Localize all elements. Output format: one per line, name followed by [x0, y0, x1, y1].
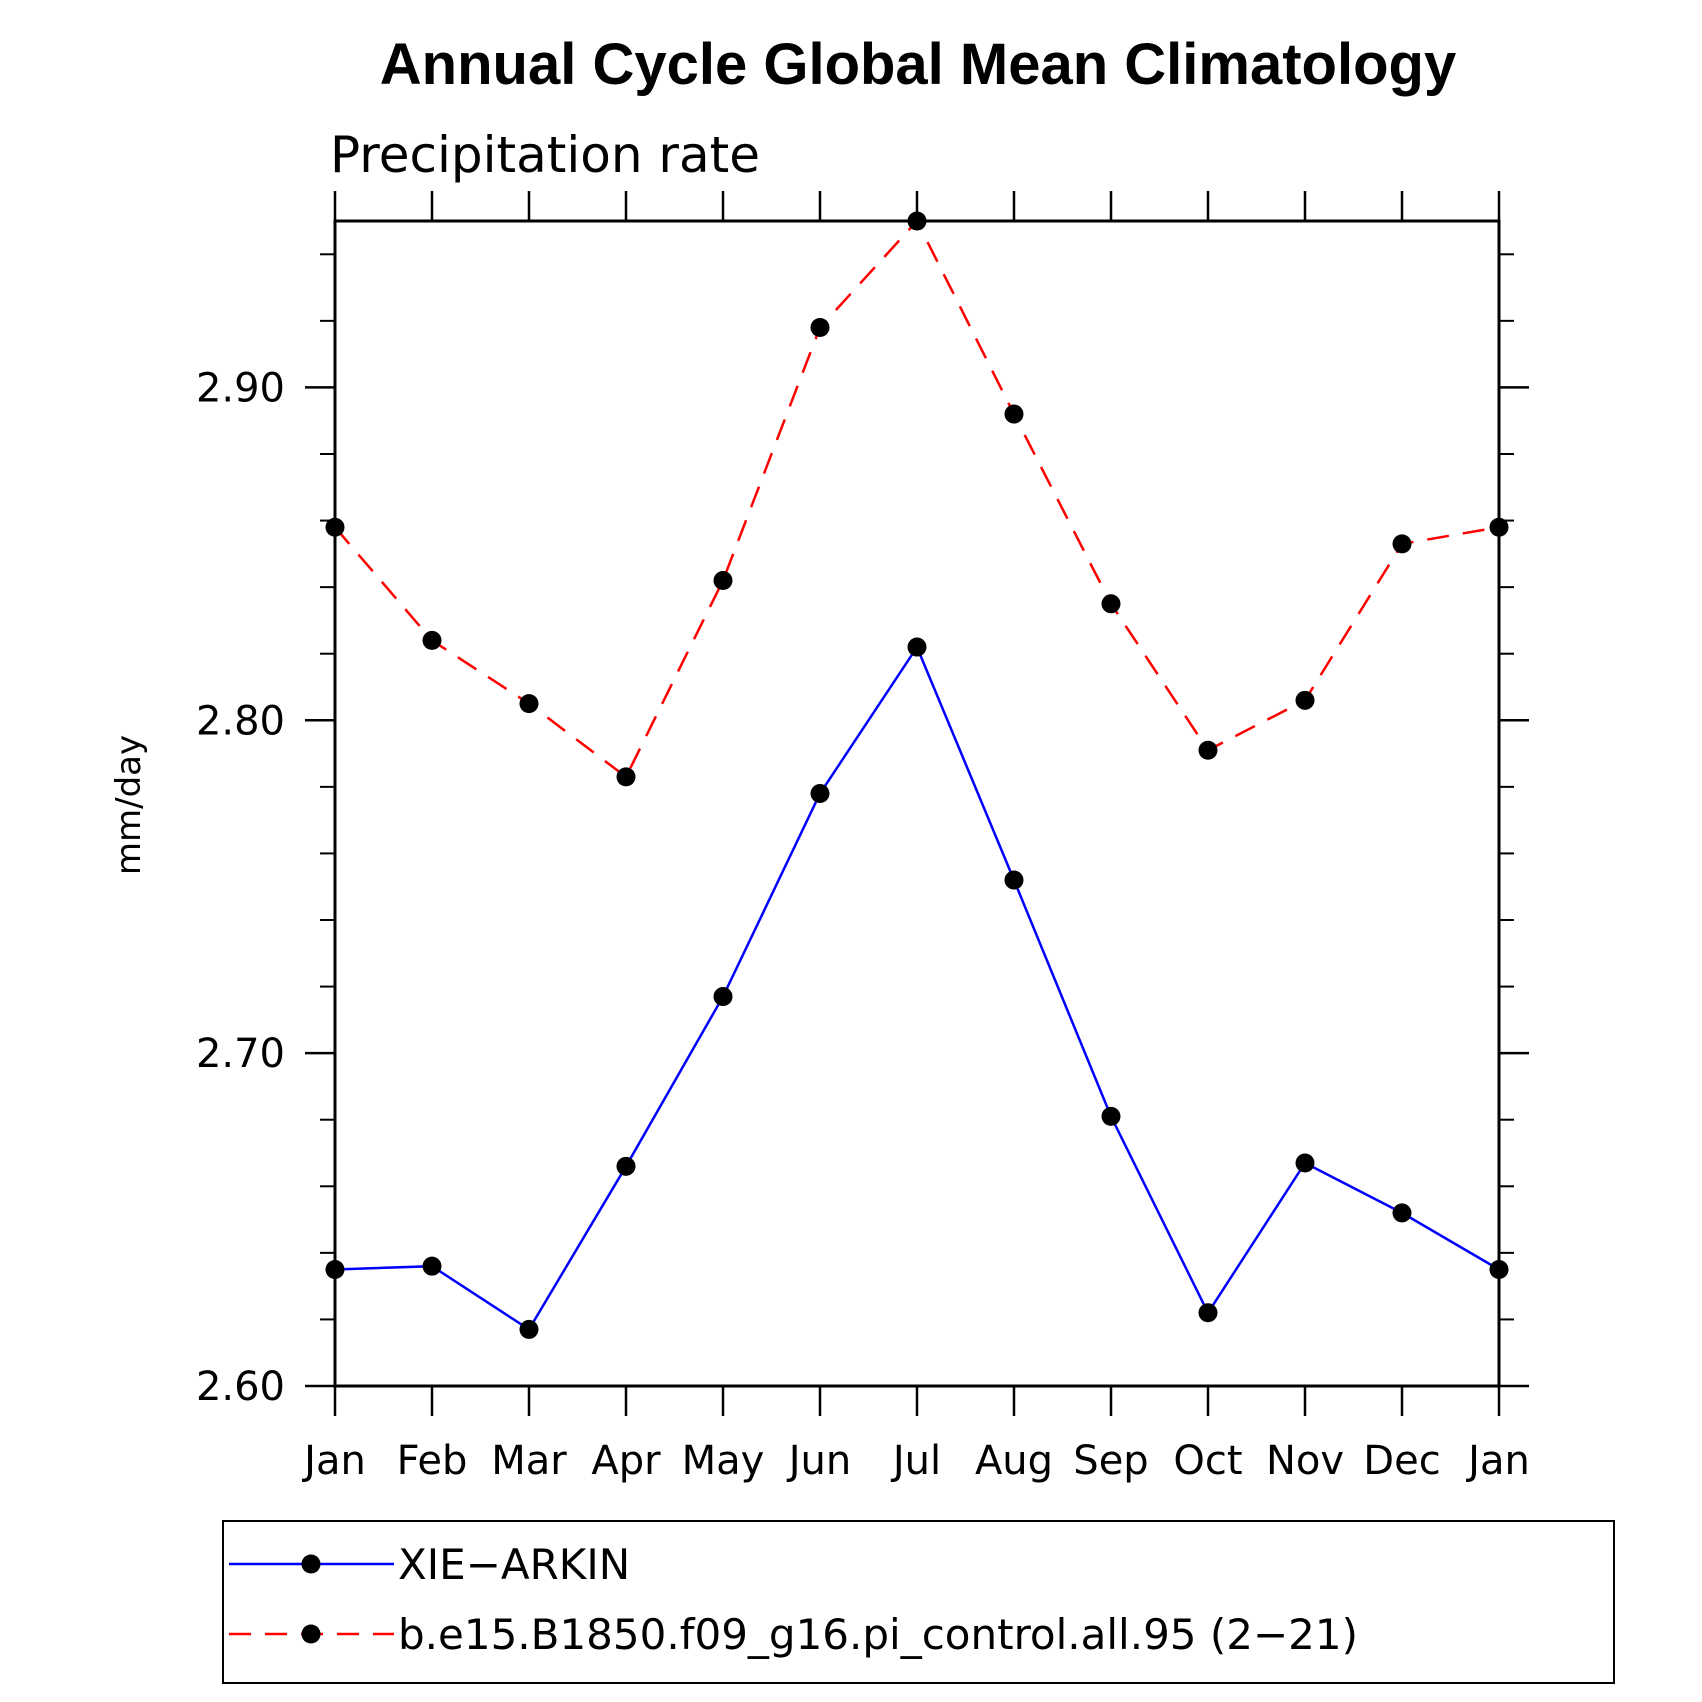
x-tick-label: Mar	[491, 1438, 567, 1484]
legend-marker-series-1	[301, 1554, 321, 1574]
x-tick-label: Feb	[397, 1438, 468, 1484]
axis-ticks	[305, 191, 1529, 1416]
series-2-point	[1198, 740, 1218, 760]
series-1-point	[1198, 1303, 1218, 1323]
series-2-point	[616, 767, 636, 787]
x-tick-label: Sep	[1073, 1438, 1148, 1484]
y-tick-label: 2.90	[196, 365, 285, 411]
chart-title: Annual Cycle Global Mean Climatology	[380, 32, 1456, 97]
series-1-point	[1392, 1203, 1412, 1223]
series-1-point	[1295, 1153, 1315, 1173]
series-line-2	[334, 218, 1500, 779]
series-2-point	[907, 211, 927, 231]
series-2-point	[325, 517, 345, 537]
series-2-point	[810, 318, 830, 338]
x-tick-labels: Jan Feb Mar Apr May Jun Jul Aug Sep Oct Nov Dec Jan	[301, 1438, 1530, 1484]
series-2-point	[1004, 404, 1024, 424]
x-tick-label: Jan	[301, 1438, 366, 1484]
series-2-point	[1392, 534, 1412, 554]
series-1-point	[907, 637, 927, 657]
x-tick-label: Oct	[1173, 1438, 1242, 1484]
legend-label-series-1: XIE−ARKIN	[398, 1540, 630, 1589]
legend-marker-series-2	[301, 1624, 321, 1644]
x-tick-label: Aug	[975, 1438, 1053, 1484]
x-tick-label: Nov	[1266, 1438, 1344, 1484]
legend: XIE−ARKIN b.e15.B1850.f09_g16.pi_control…	[222, 1520, 1615, 1684]
x-tick-label: Dec	[1363, 1438, 1440, 1484]
x-tick-label: Apr	[591, 1438, 661, 1484]
legend-label-series-2: b.e15.B1850.f09_g16.pi_control.all.95 (2…	[398, 1610, 1358, 1659]
series-1-point	[1489, 1260, 1509, 1279]
y-tick-label: 2.60	[196, 1364, 285, 1410]
x-tick-label: Jan	[1465, 1438, 1530, 1484]
series-1-point	[519, 1319, 539, 1339]
series-1-point	[810, 784, 830, 804]
plot-area-frame	[333, 219, 1501, 1388]
series-2-point	[1295, 690, 1315, 710]
y-tick-label: 2.80	[196, 698, 285, 744]
series-2-point	[1101, 594, 1121, 614]
series-2-point	[713, 570, 733, 590]
series-1-point	[713, 987, 733, 1007]
y-tick-label: 2.70	[196, 1031, 285, 1077]
x-tick-label: May	[682, 1438, 765, 1484]
chart-subtitle: Precipitation rate	[330, 126, 760, 184]
legend-box	[222, 1520, 1615, 1684]
series-line-1	[334, 644, 1500, 1332]
series-1-point	[616, 1156, 636, 1176]
series-layer	[325, 211, 1509, 1339]
y-tick-labels: 2.60 2.70 2.80 2.90	[196, 365, 285, 1410]
x-tick-label: Jun	[786, 1438, 852, 1484]
series-1-point	[422, 1256, 442, 1276]
series-1-point	[1004, 870, 1024, 890]
y-axis-label: mm/day	[109, 735, 149, 875]
series-1-point	[1101, 1106, 1121, 1126]
x-tick-label: Jul	[890, 1438, 941, 1484]
series-2-point	[422, 630, 442, 650]
series-2-point	[1489, 517, 1509, 537]
series-2-point	[519, 694, 539, 714]
series-1-point	[325, 1260, 345, 1279]
